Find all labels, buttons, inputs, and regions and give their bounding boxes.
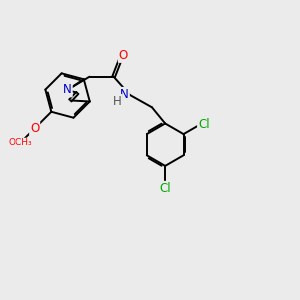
Text: Cl: Cl <box>198 118 210 130</box>
Text: N: N <box>63 83 72 96</box>
Text: N: N <box>120 88 129 101</box>
Text: H: H <box>113 95 122 108</box>
Text: O: O <box>119 49 128 62</box>
Text: O: O <box>30 122 39 135</box>
Text: OCH₃: OCH₃ <box>8 139 32 148</box>
Text: Cl: Cl <box>159 182 171 195</box>
